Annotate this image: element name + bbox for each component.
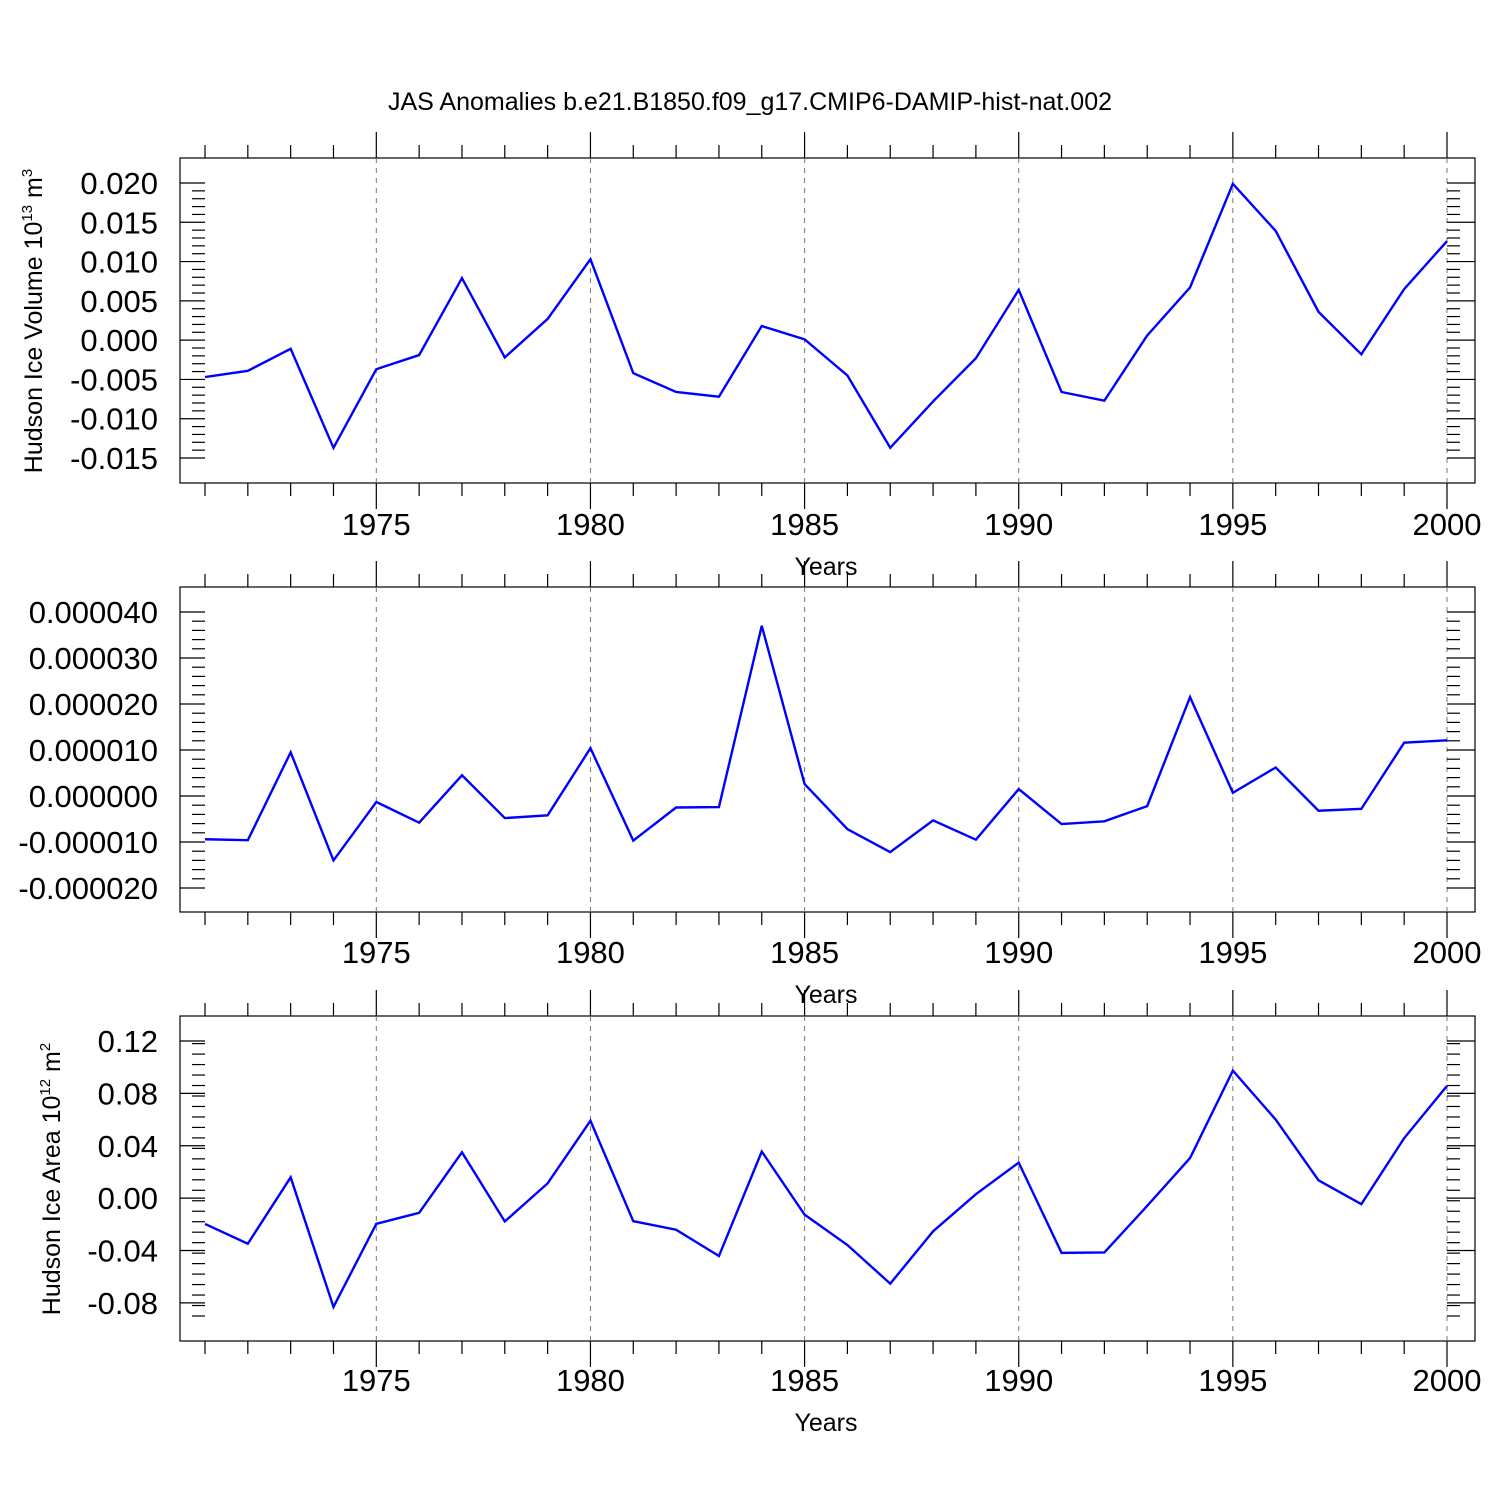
y-tick-label: 0.005 xyxy=(80,284,158,319)
x-tick-label: 1975 xyxy=(342,1363,411,1398)
x-tick-label: 1995 xyxy=(1198,507,1267,542)
x-axis-title: Years xyxy=(794,981,857,1009)
y-axis-title-superscript: 12 xyxy=(37,1079,54,1096)
x-tick-label: 1980 xyxy=(556,1363,625,1398)
x-tick-label: 1980 xyxy=(556,935,625,970)
y-axis-title-part: Hudson Ice Area 10 xyxy=(38,1096,66,1316)
series-line xyxy=(204,181,1448,451)
y-tick-label: 0.08 xyxy=(98,1076,158,1111)
x-tick-label: 1985 xyxy=(770,507,839,542)
y-axis-title-superscript: 3 xyxy=(19,169,36,177)
plot-frame xyxy=(179,586,1476,913)
y-axis-title: Hudson Ice Area 1012 m2 xyxy=(37,1043,66,1315)
y-tick-label: 0.000040 xyxy=(29,595,158,630)
x-axis-title: Years xyxy=(794,1409,857,1437)
y-tick-label: 0.12 xyxy=(98,1024,158,1059)
y-tick-label: 0.04 xyxy=(98,1129,158,1164)
y-tick-label: 0.000030 xyxy=(29,641,158,676)
x-tick-label: 1990 xyxy=(984,935,1053,970)
chart-panel-1: -0.015 -0.010 -0.005 0.000 0.005 0.010 0.015 0.… xyxy=(19,132,1481,581)
y-axis-title-superscript: 13 xyxy=(19,205,36,222)
y-tick-label: 0.020 xyxy=(80,166,158,201)
y-tick-label: -0.08 xyxy=(87,1286,158,1321)
y-tick-label: -0.005 xyxy=(70,362,158,397)
x-tick-label: 1975 xyxy=(342,935,411,970)
y-tick-label: 0.010 xyxy=(80,245,158,280)
y-tick-label: -0.000010 xyxy=(18,825,158,860)
chart-panel-3: -0.08 -0.04 0.00 0.04 0.08 0.12 1975 1980 1985 19… xyxy=(37,990,1481,1437)
x-tick-label: 1995 xyxy=(1198,1363,1267,1398)
y-tick-label: -0.04 xyxy=(87,1234,158,1269)
plot-frame xyxy=(179,157,1476,484)
y-axis-title-part: m xyxy=(38,1051,66,1079)
panels: -0.015 -0.010 -0.005 0.000 0.005 0.010 0.015 0.… xyxy=(18,132,1481,1437)
x-tick-label: 1990 xyxy=(984,1363,1053,1398)
y-tick-label: -0.000020 xyxy=(18,871,158,906)
x-tick-label: 1975 xyxy=(342,507,411,542)
y-tick-label: 0.000010 xyxy=(29,733,158,768)
x-tick-label: 1985 xyxy=(770,1363,839,1398)
y-tick-label: 0.00 xyxy=(98,1181,158,1216)
y-tick-label: 0.015 xyxy=(80,205,158,240)
x-tick-label: 2000 xyxy=(1413,507,1482,542)
x-tick-label: 1995 xyxy=(1198,935,1267,970)
x-tick-label: 1980 xyxy=(556,507,625,542)
y-tick-label: 0.000020 xyxy=(29,687,158,722)
x-tick-label: 2000 xyxy=(1413,935,1482,970)
x-tick-label: 1985 xyxy=(770,935,839,970)
x-tick-label: 1990 xyxy=(984,507,1053,542)
y-axis-title-superscript: 2 xyxy=(37,1043,54,1051)
plot-frame xyxy=(179,1015,1476,1342)
x-tick-label: 2000 xyxy=(1413,1363,1482,1398)
y-tick-label: 0.000000 xyxy=(29,779,158,814)
figure-title: JAS Anomalies b.e21.B1850.f09_g17.CMIP6-… xyxy=(388,88,1112,116)
y-axis-title: Hudson Ice Volume 1013 m3 xyxy=(19,169,48,473)
y-axis-title-part: m xyxy=(20,177,48,205)
y-tick-label: -0.010 xyxy=(70,402,158,437)
series-line xyxy=(204,625,1448,863)
x-axis-title: Years xyxy=(794,553,857,581)
y-tick-label: 0.000 xyxy=(80,323,158,358)
chart-panel-2: -0.000020 -0.000010 0.000000 0.000010 0.0000… xyxy=(18,561,1481,1009)
series-line xyxy=(204,1068,1448,1311)
y-axis-title-part: Hudson Ice Volume 10 xyxy=(20,222,48,474)
y-tick-label: -0.015 xyxy=(70,441,158,476)
